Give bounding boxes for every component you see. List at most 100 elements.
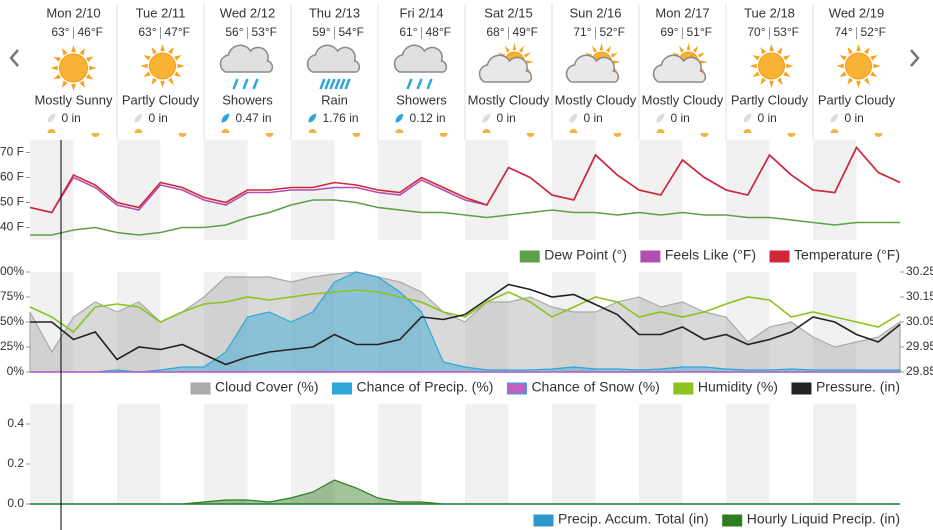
sun-ray [143, 71, 151, 77]
precip-icon [830, 113, 839, 123]
y-tick-label: 0.4 [7, 416, 24, 430]
legend-swatch [791, 382, 812, 395]
sun-ray [752, 55, 760, 61]
sun-ray [177, 63, 185, 69]
sunrise-icon [308, 129, 317, 133]
low-temp: 48°F [426, 25, 451, 39]
next-arrow[interactable] [910, 49, 920, 67]
y2-tick-label: 30.15 [906, 289, 933, 303]
sun-ray [839, 71, 847, 77]
sun-ray [760, 77, 767, 86]
day-label: Wed 2/12 [220, 5, 275, 20]
y2-tick-label: 29.95 [906, 339, 933, 353]
cloud [219, 44, 274, 73]
precip-amount: 0 in [671, 111, 690, 125]
high-temp: 74° [834, 25, 852, 39]
sun-ray [160, 80, 165, 88]
precip-icon [569, 113, 578, 123]
legend-label: Temperature (°F) [794, 247, 900, 263]
stripe [552, 272, 596, 372]
day-column: Tue 2/18 70° 53°F Partly Cloudy 0 in [725, 4, 809, 140]
low-temp: 47°F [165, 25, 190, 39]
sun-ray [174, 71, 182, 77]
rain-drop [319, 78, 326, 90]
stripe [334, 140, 378, 240]
legend-label: Pressure. (in) [816, 379, 900, 395]
low-temp: 53°F [774, 25, 799, 39]
low-temp: 49°F [513, 25, 538, 39]
sun-ray [863, 77, 870, 86]
y-tick-label: 70 F [0, 145, 24, 159]
sun [845, 52, 872, 80]
stripe [291, 404, 335, 504]
sun-ray [53, 73, 61, 80]
cloud [306, 44, 361, 73]
low-temp: 52°F [861, 25, 886, 39]
rain-drop [329, 78, 336, 90]
high-temp: 59° [312, 25, 330, 39]
stripe [334, 404, 378, 504]
sun-ray [53, 56, 61, 63]
y-tick-label: 100% [0, 264, 24, 278]
prev-arrow[interactable] [9, 49, 19, 67]
sun [59, 53, 88, 83]
day-column: Wed 2/12 56° 53°F Showers 0.47 in [203, 4, 277, 140]
sun-ray [605, 45, 611, 53]
low-temp: 53°F [252, 25, 277, 39]
sun-ray [870, 55, 878, 61]
legend-label: Cloud Cover (%) [215, 379, 318, 395]
legend-label: Hourly Liquid Precip. (in) [747, 511, 900, 527]
stripe [813, 404, 857, 504]
sun [149, 52, 176, 80]
stripe [73, 272, 117, 372]
low-temp: 51°F [687, 25, 712, 39]
sun-ray [151, 77, 158, 86]
sunrise-icon [221, 129, 230, 133]
stripe [334, 272, 378, 372]
high-temp: 68° [486, 25, 504, 39]
sun-ray [151, 46, 158, 55]
legend-swatch [519, 250, 540, 263]
stripe [465, 404, 509, 504]
sunrise-icon [569, 129, 578, 133]
sunset-icon [787, 133, 796, 137]
chart: 40 F 50 F 60 F 70 F Temperature (°F) Feels Li… [0, 145, 901, 263]
sun-ray [836, 63, 844, 69]
stripe [73, 404, 117, 504]
condition: Mostly Cloudy [555, 92, 637, 107]
sun-ray [167, 77, 174, 86]
sun-ray [610, 52, 618, 58]
low-temp: 46°F [78, 25, 103, 39]
rain-drop [252, 78, 259, 90]
sunset-icon [526, 133, 535, 137]
precip-amount: 0.47 in [236, 111, 272, 125]
y-tick-label: 75% [0, 289, 24, 303]
condition: Showers [222, 92, 273, 107]
condition: Mostly Sunny [34, 92, 113, 107]
stripe [204, 140, 248, 240]
sunset-icon [613, 133, 622, 137]
precip-amount: 0 in [584, 111, 603, 125]
day-label: Mon 2/17 [655, 5, 709, 20]
sun-ray [776, 46, 783, 55]
sun-ray [863, 46, 870, 55]
stripe [552, 140, 596, 240]
stripe [30, 140, 74, 240]
high-temp: 63° [138, 25, 156, 39]
day-columns: Mon 2/10 63° 46°F Mostly Sunny 0 in Tue 2/11 6… [34, 4, 896, 140]
precip-icon [47, 113, 56, 123]
sun-ray [167, 46, 174, 55]
y-tick-label: 50 F [0, 195, 24, 209]
line [30, 283, 901, 366]
y2-tick-label: 29.85 [906, 364, 933, 378]
sunset-icon [352, 133, 361, 137]
sun-ray [160, 44, 165, 52]
sun-ray [769, 44, 774, 52]
y-tick-label: 60 F [0, 170, 24, 184]
stripe [639, 272, 683, 372]
legend-label: Chance of Snow (%) [531, 379, 659, 395]
stripe [73, 140, 117, 240]
precip-icon [395, 113, 404, 123]
area [30, 479, 900, 505]
stripe [682, 272, 726, 372]
